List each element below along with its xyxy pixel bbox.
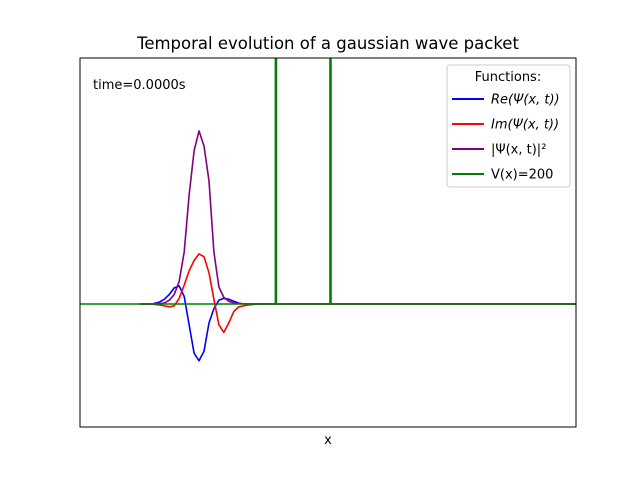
legend-label-1: Im(Ψ(x, t)) [491, 118, 559, 133]
legend-label-3: V(x)=200 [491, 168, 553, 183]
legend-title: Functions: [475, 70, 541, 85]
x-axis-label: x [324, 433, 332, 448]
chart-title: Temporal evolution of a gaussian wave pa… [136, 34, 519, 53]
legend: Functions: Re(Ψ(x, t)) Im(Ψ(x, t)) |Ψ(x, t… [446, 64, 571, 188]
legend-label-2: |Ψ(x, t)|² [491, 143, 546, 158]
series-layer [80, 58, 576, 362]
series-line-1 [139, 253, 576, 334]
legend-box [446, 64, 571, 188]
time-annotation: time=0.0000s [93, 78, 186, 93]
legend-label-0: Re(Ψ(x, t)) [491, 93, 560, 108]
plot-frame [79, 57, 577, 428]
series-line-3 [80, 58, 576, 305]
